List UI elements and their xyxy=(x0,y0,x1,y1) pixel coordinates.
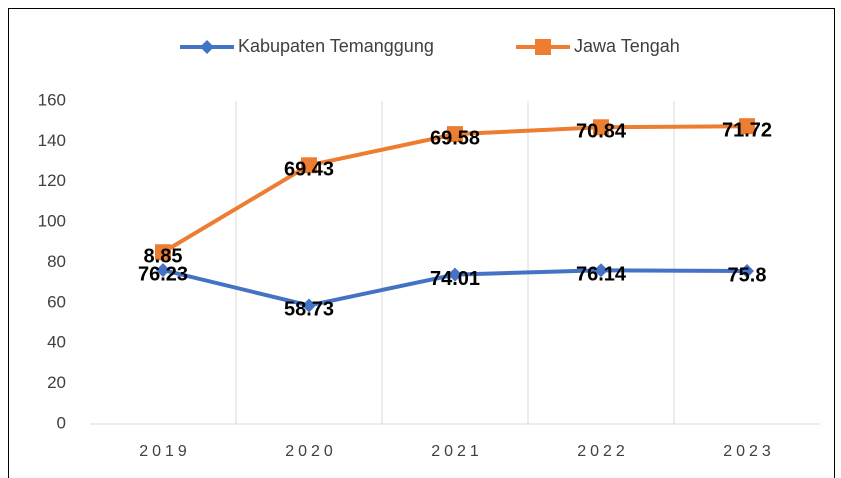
marker xyxy=(448,267,462,282)
x-tick-label: 2023 xyxy=(723,443,775,460)
y-tick-label: 160 xyxy=(38,90,66,109)
marker xyxy=(593,119,609,136)
data-label: 76.23 xyxy=(138,263,188,285)
data-label: 71.72 xyxy=(722,119,772,141)
x-tick-label: 2021 xyxy=(431,443,483,460)
y-tick-label: 140 xyxy=(38,131,66,150)
data-label: 70.84 xyxy=(576,121,627,143)
marker xyxy=(740,263,754,278)
y-tick-label: 80 xyxy=(47,252,66,271)
data-label: 69.58 xyxy=(430,127,480,149)
marker xyxy=(594,263,608,278)
data-label: 69.43 xyxy=(284,159,334,181)
data-label: 58.73 xyxy=(284,299,334,321)
y-tick-label: 60 xyxy=(47,292,66,311)
chart-border xyxy=(8,8,835,478)
data-label: 8.85 xyxy=(144,246,183,268)
data-label: 76.14 xyxy=(576,264,627,286)
x-tick-label: 2020 xyxy=(285,443,337,460)
data-label: 74.01 xyxy=(430,268,480,290)
marker xyxy=(155,244,171,261)
y-tick-label: 0 xyxy=(57,413,66,432)
marker xyxy=(156,263,170,278)
x-tick-label: 2022 xyxy=(577,443,629,460)
data-label: 75.8 xyxy=(728,264,767,286)
y-tick-label: 100 xyxy=(38,212,66,231)
y-tick-label: 40 xyxy=(47,333,66,352)
marker xyxy=(739,118,755,135)
marker xyxy=(301,157,317,174)
marker xyxy=(302,298,316,313)
x-tick-label: 2019 xyxy=(139,443,191,460)
marker xyxy=(200,40,214,54)
marker xyxy=(447,126,463,143)
legend-label: Kabupaten Temanggung xyxy=(238,36,434,56)
legend-label: Jawa Tengah xyxy=(574,36,680,56)
y-tick-label: 20 xyxy=(47,373,66,392)
marker xyxy=(535,39,551,55)
y-tick-label: 120 xyxy=(38,171,66,190)
